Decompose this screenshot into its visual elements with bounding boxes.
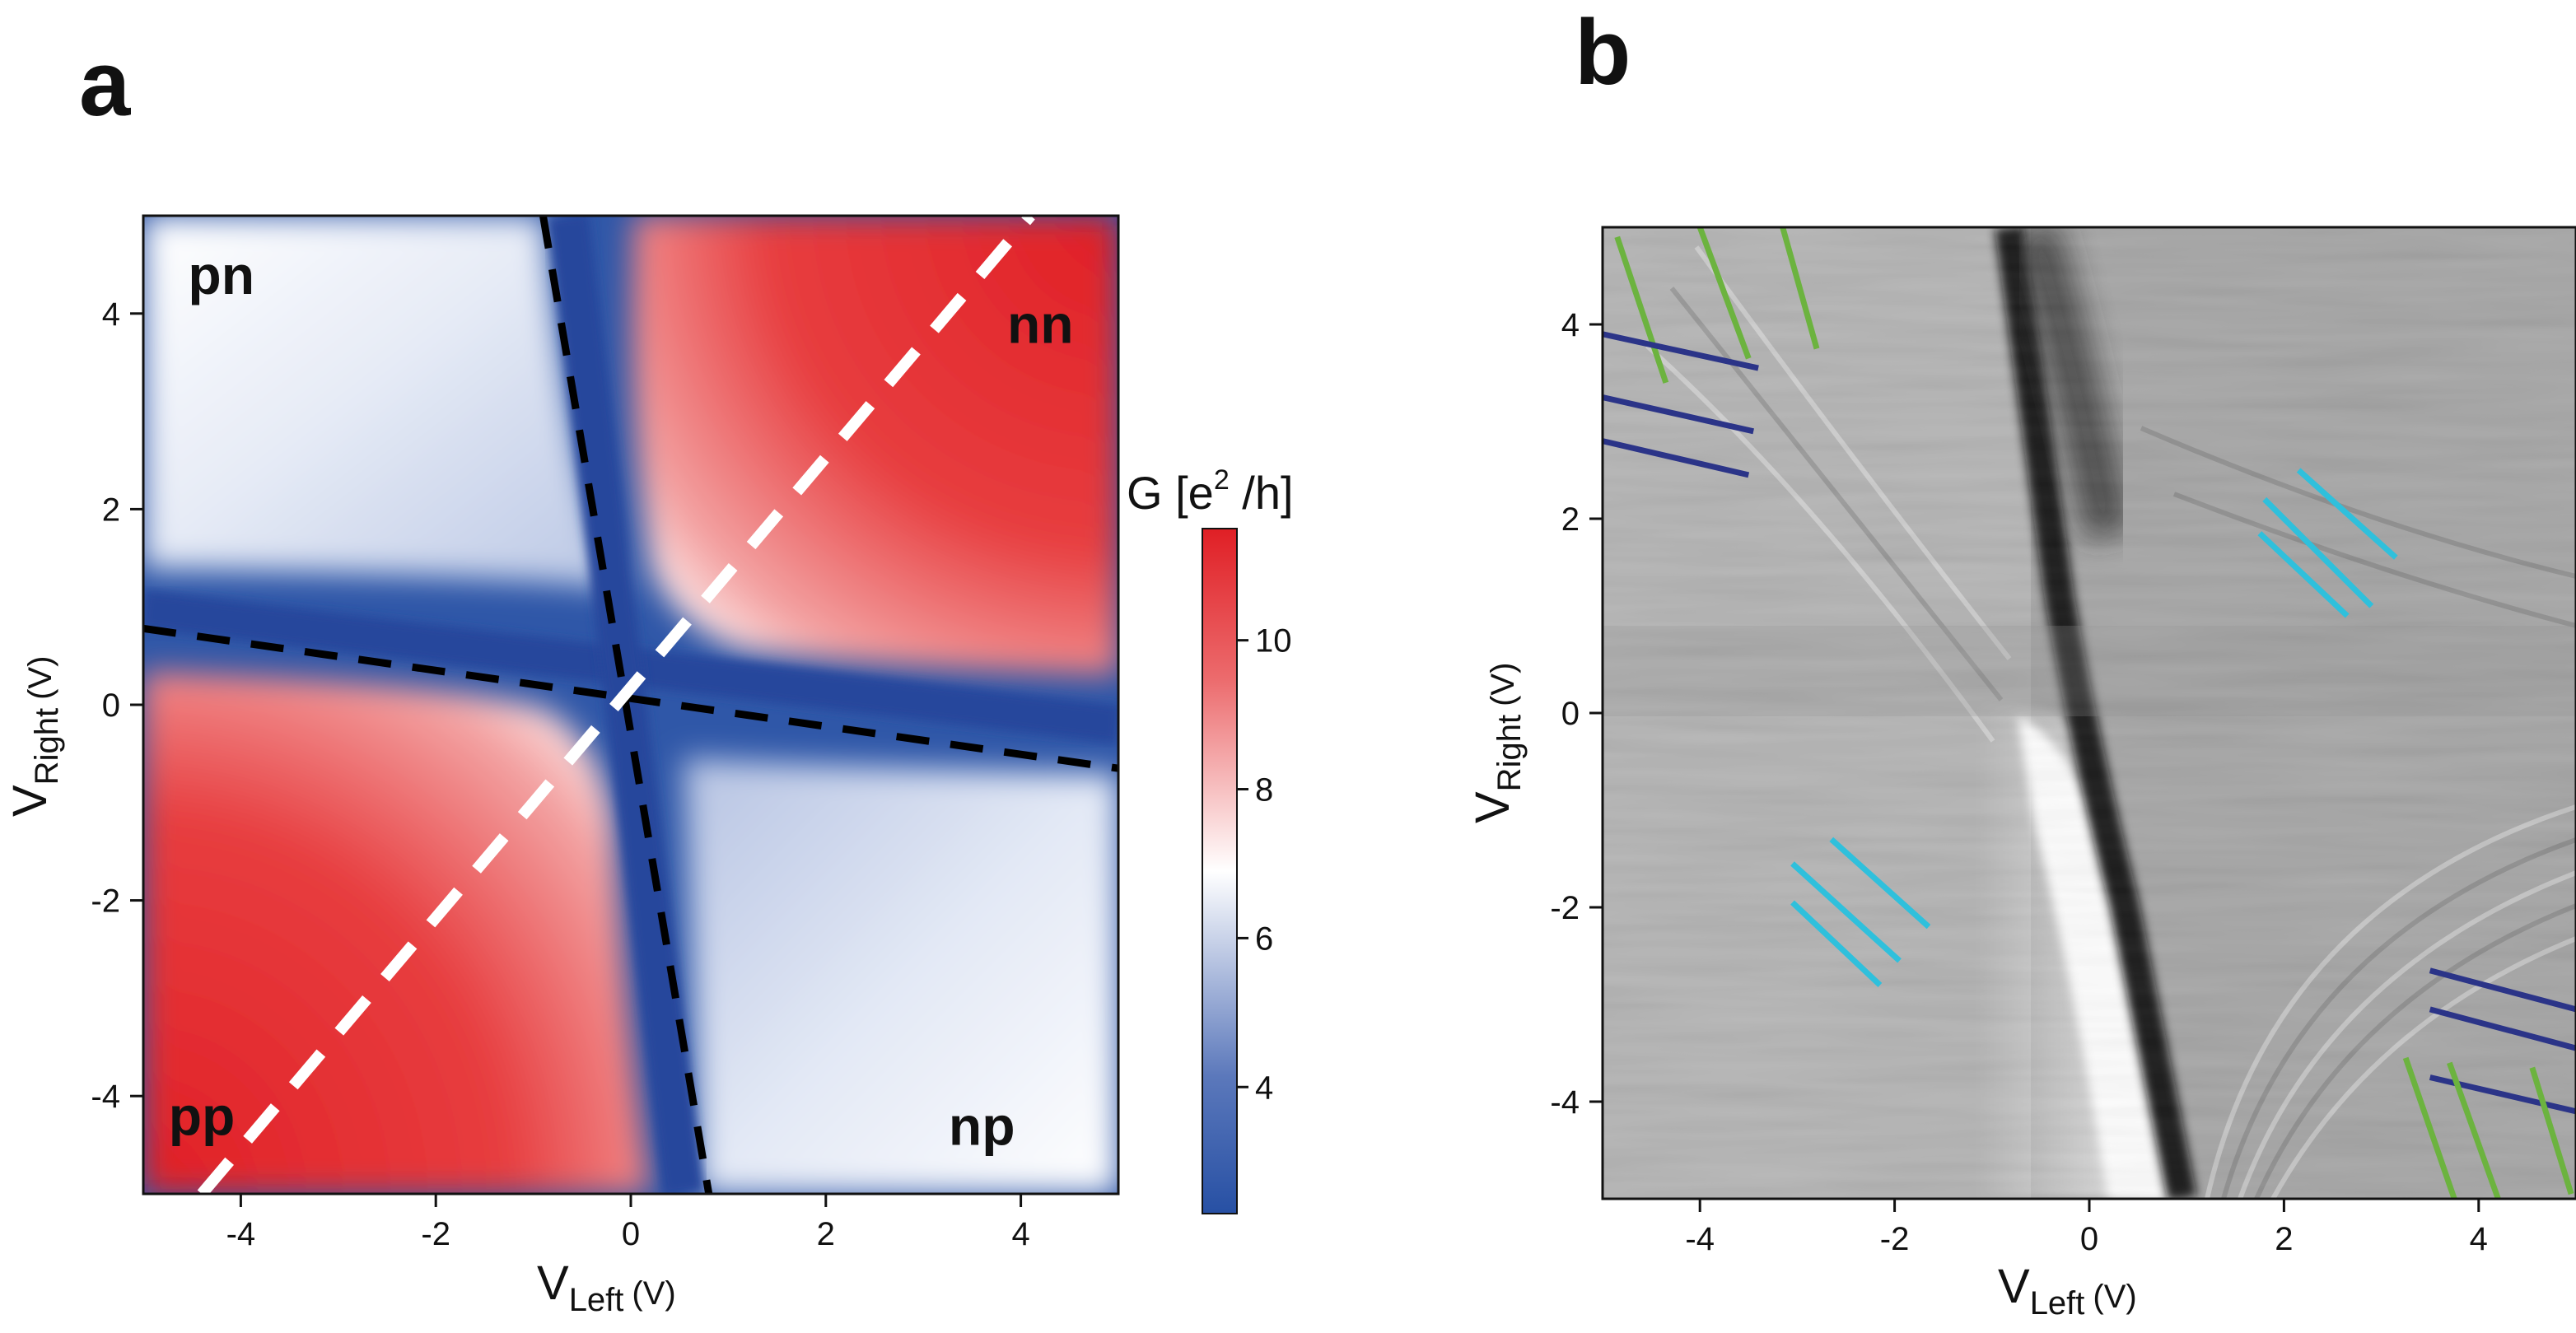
marker-line-green	[1614, 235, 1669, 384]
marker-line-cyan	[2257, 531, 2350, 618]
panel-b-y-axis-title: VRight (V)	[1466, 663, 1528, 823]
colorbar-tick-label: 8	[1255, 772, 1273, 809]
panel-b-x-axis-unit: (V)	[2093, 1279, 2136, 1315]
marker-line-cyan	[1790, 861, 1902, 963]
region-label-pn: pn	[188, 245, 254, 305]
marker-line-green	[2447, 1061, 2501, 1199]
panel-b-x-axis-sub: Left	[2030, 1285, 2085, 1321]
panel-b-y-tick-label: 4	[1561, 307, 1580, 343]
panel-b-x-tick-label: 2	[2275, 1221, 2293, 1257]
panel-a-x-tick-label: -2	[421, 1216, 450, 1252]
panel-b-y-tick-label: -2	[1550, 890, 1580, 926]
dashed-line-charge-neutrality-right	[143, 624, 1118, 772]
colorbar-title-sup: 2	[1214, 464, 1230, 496]
marker-line-cyan	[2296, 468, 2398, 560]
panel-a-axes: -4 -2 0 2 4 -4 -2 0 2 4	[91, 296, 1029, 1252]
panel-b-x-tick-label: -2	[1880, 1221, 1910, 1257]
marker-line-navy	[1603, 331, 1759, 371]
panel-b-y-axis-unit: (V)	[1485, 663, 1521, 706]
panel-b-y-tick-label: 2	[1561, 501, 1580, 538]
panel-b-x-tick-label: -4	[1685, 1221, 1715, 1257]
colorbar-title-tail: /h]	[1230, 467, 1294, 519]
region-label-pp: pp	[169, 1086, 236, 1147]
panel-a-x-tick-label: 0	[622, 1216, 640, 1252]
panel-a-x-axis-unit: (V)	[632, 1275, 675, 1312]
panel-letter-b: b	[1575, 1, 1631, 104]
dashed-line-charge-neutrality-left	[539, 216, 713, 1194]
marker-line-navy	[2429, 1006, 2576, 1051]
colorbar-tick-label: 6	[1255, 921, 1273, 957]
panel-letter-a: a	[79, 32, 131, 135]
colorbar-title: G [e2 /h]	[1127, 464, 1294, 519]
panel-a-x-tick-label: -4	[226, 1216, 256, 1252]
panel-b-axes: -4 -2 0 2 4 -4 -2 0 2 4	[1550, 307, 2488, 1257]
marker-line-navy	[2429, 967, 2576, 1013]
panel-a-y-tick-label: 2	[102, 492, 120, 528]
colorbar-tick-label: 4	[1255, 1070, 1273, 1106]
colorbar-title-main: G [e	[1127, 467, 1214, 519]
panel-b-y-axis-sub: Right	[1491, 715, 1528, 791]
panel-a-y-tick-label: -2	[91, 883, 120, 920]
panel-a-x-axis-title: VLeft (V)	[537, 1256, 676, 1318]
panel-b-map-image	[1603, 227, 2576, 1199]
panel-a-x-axis-sub: Left	[569, 1282, 624, 1318]
colorbar-tick-label: 10	[1255, 623, 1292, 660]
panel-a-x-tick-label: 4	[1011, 1216, 1029, 1252]
panel-a-y-axis-unit: (V)	[22, 656, 58, 700]
marker-line-cyan	[1829, 837, 1931, 930]
panel-a-map-image	[143, 216, 1118, 1194]
panel-a-y-axis-sub: Right	[29, 708, 65, 785]
panel-a-x-axis-main: V	[537, 1256, 569, 1310]
panel-b-x-axis-main: V	[1998, 1260, 2030, 1313]
panel-a-y-tick-label: 4	[102, 296, 120, 333]
panel-a-y-axis-main: V	[3, 785, 57, 817]
region-label-nn: nn	[1007, 293, 1074, 354]
panel-b-y-tick-label: -4	[1550, 1084, 1580, 1121]
marker-line-cyan	[2262, 496, 2374, 608]
panel-a-region-labels: pn nn pp np	[169, 245, 1074, 1157]
marker-line-green	[1696, 227, 1752, 360]
panel-b-x-tick-label: 4	[2470, 1221, 2488, 1257]
marker-line-green	[2529, 1066, 2574, 1196]
panel-a-dashed-lines	[143, 216, 1118, 1194]
marker-line-navy	[1603, 438, 1750, 478]
marker-line-cyan	[1790, 900, 1883, 987]
panel-b-x-tick-label: 0	[2080, 1221, 2098, 1257]
marker-line-navy	[1603, 394, 1754, 435]
panel-b-x-axis-title: VLeft (V)	[1998, 1260, 2137, 1321]
marker-line-green	[1780, 227, 1820, 350]
panel-a-y-tick-label: -4	[91, 1079, 120, 1115]
panel-a-colorbar: G [e2 /h] 4 6 8 10	[1127, 464, 1294, 1214]
colorbar-ticks: 4 6 8 10	[1237, 623, 1292, 1106]
marker-line-green	[2402, 1056, 2457, 1199]
panel-a-y-axis-title: VRight (V)	[3, 656, 65, 817]
panel-b-y-axis-main: V	[1466, 791, 1519, 823]
panel-a-x-tick-label: 2	[817, 1216, 835, 1252]
panel-b-y-tick-label: 0	[1561, 696, 1580, 732]
dashed-line-symmetric-diagonal	[197, 216, 1035, 1194]
panel-a-y-tick-label: 0	[102, 687, 120, 724]
region-label-np: np	[949, 1096, 1015, 1157]
panel-b-marker-lines	[1603, 227, 2576, 1199]
colorbar-gradient	[1202, 528, 1238, 1214]
